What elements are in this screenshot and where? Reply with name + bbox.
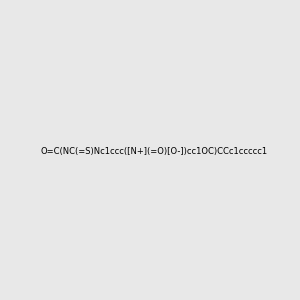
Text: O=C(NC(=S)Nc1ccc([N+](=O)[O-])cc1OC)CCc1ccccc1: O=C(NC(=S)Nc1ccc([N+](=O)[O-])cc1OC)CCc1…	[40, 147, 267, 156]
